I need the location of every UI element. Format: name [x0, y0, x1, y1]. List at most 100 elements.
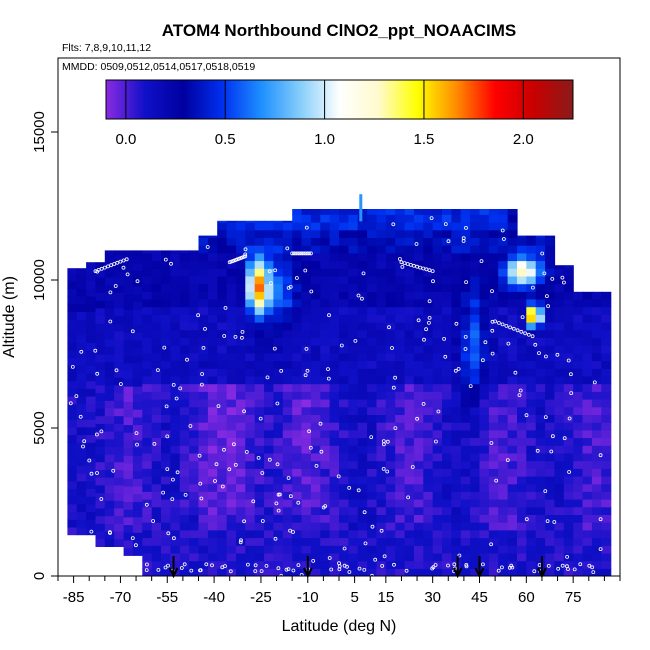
- heat-cell: [582, 383, 593, 392]
- heat-cell: [507, 209, 518, 215]
- heat-cell: [142, 406, 153, 415]
- heat-cell: [161, 329, 171, 338]
- heat-cell: [460, 314, 471, 323]
- heat-cell: [179, 522, 190, 531]
- heat-cell: [460, 360, 471, 369]
- heat-cell: [526, 468, 537, 477]
- heat-cell: [535, 422, 546, 431]
- heat-cell: [292, 522, 303, 531]
- heat-cell: [95, 269, 106, 278]
- heat-cell: [488, 460, 499, 469]
- heat-cell: [179, 352, 190, 362]
- heat-cell: [226, 391, 237, 400]
- heat-cell: [67, 396, 78, 405]
- heat-cell: [339, 506, 349, 515]
- heat-cell: [301, 275, 312, 285]
- x-tick-label: 75: [565, 589, 582, 606]
- heat-cell: [376, 537, 387, 546]
- heat-cell: [329, 314, 340, 323]
- heat-cell: [226, 322, 237, 331]
- heat-cell: [292, 552, 303, 562]
- heat-cell: [179, 537, 190, 546]
- heat-cell: [573, 445, 584, 454]
- heat-cell: [535, 322, 546, 331]
- heat-cell: [404, 506, 415, 515]
- heat-cell: [310, 552, 321, 562]
- heat-cell: [273, 383, 284, 392]
- heat-cell: [217, 283, 228, 292]
- heat-cell: [217, 291, 228, 300]
- heat-cell: [310, 399, 321, 408]
- heat-cell: [236, 399, 246, 408]
- heat-cell: [161, 491, 171, 500]
- heat-cell: [301, 406, 312, 415]
- sample-point: [552, 520, 557, 524]
- heat-cell: [339, 222, 349, 231]
- heat-cell: [535, 437, 546, 446]
- heat-cell: [535, 460, 546, 469]
- heat-cell: [273, 314, 284, 323]
- sample-point: [87, 458, 92, 463]
- heat-cell: [367, 476, 378, 485]
- sample-point: [329, 567, 334, 572]
- heat-cell: [413, 537, 424, 546]
- heat-cell: [329, 422, 340, 431]
- heat-cell: [114, 323, 125, 332]
- heat-cell: [348, 499, 359, 508]
- heat-cell: [236, 552, 246, 562]
- heat-cell: [545, 314, 556, 323]
- heat-cell: [67, 388, 78, 397]
- heat-cell: [161, 345, 171, 354]
- heat-cell: [198, 322, 209, 331]
- heat-cell: [264, 522, 275, 531]
- sample-point: [121, 265, 126, 270]
- heat-cell: [264, 437, 275, 446]
- heat-cell: [348, 229, 359, 238]
- heat-cell: [451, 552, 462, 562]
- heat-cell: [601, 506, 612, 515]
- heat-cell: [498, 329, 509, 338]
- heat-cell: [357, 222, 368, 231]
- heat-cell: [67, 511, 78, 520]
- heat-cell: [526, 560, 537, 569]
- heat-cell: [264, 445, 275, 454]
- heat-cell: [423, 229, 434, 238]
- heat-cell: [479, 352, 490, 362]
- heat-cell: [292, 537, 303, 546]
- heat-cell: [413, 476, 424, 485]
- heat-cell: [236, 222, 246, 231]
- heat-cell: [451, 422, 462, 431]
- heat-cell: [423, 209, 434, 215]
- heat-cell: [123, 424, 134, 433]
- heat-cell: [76, 496, 87, 505]
- heat-cell: [582, 568, 593, 576]
- x-axis: -85 -70 -55 -40 -25 -10 5 15 30 45 60 75: [57, 576, 621, 606]
- heat-cell: [179, 360, 190, 369]
- heat-cell: [123, 293, 134, 302]
- heat-cell: [357, 214, 368, 223]
- heat-cell: [339, 237, 349, 246]
- heat-cell: [254, 429, 265, 439]
- heat-cell: [310, 322, 321, 331]
- heat-cell: [329, 229, 340, 238]
- sample-point: [339, 343, 344, 348]
- heat-cell: [301, 545, 312, 554]
- heat-cell: [432, 252, 443, 262]
- heat-cell: [413, 437, 424, 446]
- heat-cell: [76, 465, 87, 474]
- heat-cell: [498, 414, 509, 423]
- sample-point: [416, 318, 421, 323]
- heat-cell: [264, 291, 275, 300]
- heat-cell: [189, 429, 200, 439]
- heat-cell: [189, 552, 200, 562]
- heat-cell: [67, 503, 78, 513]
- heat-cell: [545, 383, 556, 392]
- heat-cell: [488, 306, 499, 315]
- heat-cell: [573, 352, 584, 362]
- heat-cell: [161, 506, 171, 515]
- heat-cell: [245, 268, 256, 277]
- heat-cell: [488, 414, 499, 423]
- heat-cell: [114, 515, 125, 524]
- heat-cell: [573, 568, 584, 576]
- heat-cell: [563, 414, 574, 423]
